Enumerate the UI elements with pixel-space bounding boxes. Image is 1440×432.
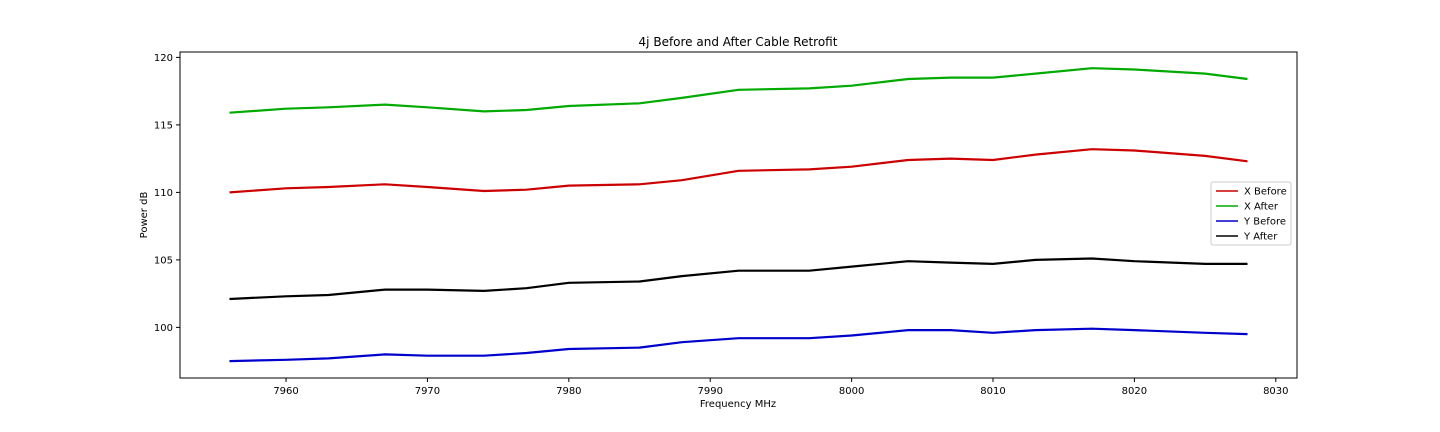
legend: X Before X After Y Before Y After <box>1210 181 1292 246</box>
y-tick-label: 110 <box>154 188 173 199</box>
legend-label: X After <box>1244 202 1279 213</box>
legend-label: X Before <box>1244 187 1287 198</box>
x-axis-label: Frequency MHz <box>700 399 776 410</box>
y-axis-label: Power dB <box>139 192 150 239</box>
x-tick-label: 8030 <box>1263 386 1288 397</box>
series-line-y-before <box>229 327 1248 363</box>
y-tick-label: 105 <box>154 255 173 266</box>
y-axis-ticks: 100 105 110 115 120 <box>154 53 180 334</box>
x-tick-label: 8010 <box>980 386 1005 397</box>
x-tick-label: 7980 <box>556 386 581 397</box>
legend-label: Y After <box>1243 232 1278 243</box>
plot-area <box>179 51 1298 379</box>
y-tick-label: 115 <box>154 120 173 131</box>
series-line-y-after <box>229 257 1248 301</box>
y-tick-label: 100 <box>154 323 173 334</box>
x-tick-label: 7970 <box>415 386 440 397</box>
legend-label: Y Before <box>1243 217 1286 228</box>
chart-title: 4j Before and After Cable Retrofit <box>639 35 838 49</box>
series-line-x-before <box>229 148 1248 194</box>
x-tick-label: 7960 <box>273 386 298 397</box>
legend-box <box>1210 181 1292 246</box>
x-axis-ticks: 7960 7970 7980 7990 8000 8010 8020 8030 <box>273 378 1289 397</box>
x-tick-label: 8020 <box>1122 386 1147 397</box>
x-tick-label: 7990 <box>697 386 722 397</box>
y-tick-label: 120 <box>154 53 173 64</box>
series-line-x-after <box>229 67 1248 114</box>
x-tick-label: 8000 <box>839 386 864 397</box>
